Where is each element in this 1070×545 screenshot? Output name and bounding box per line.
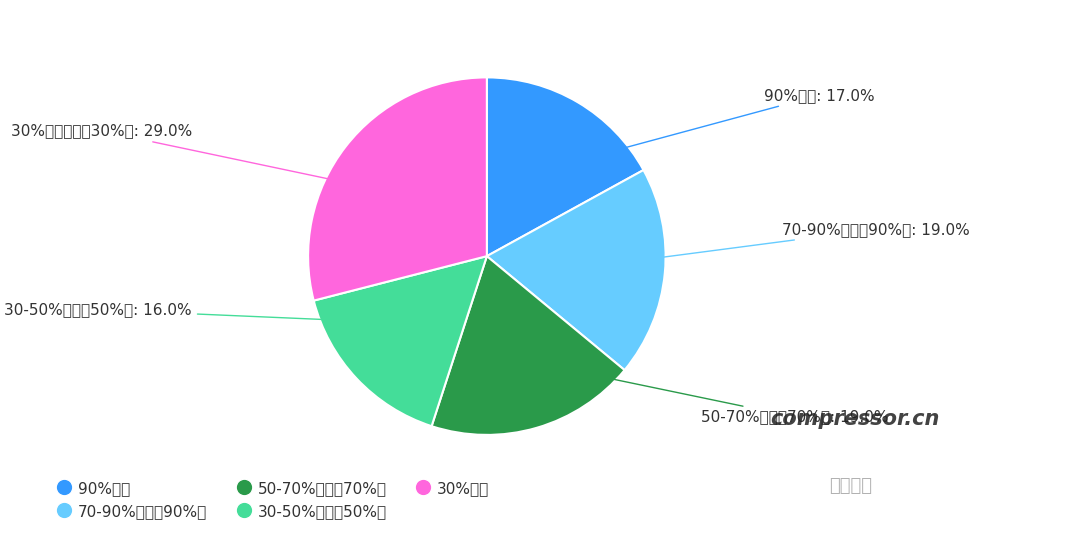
Text: 50-70%（不吩70%）: 19.0%: 50-70%（不吩70%）: 19.0% [520, 360, 889, 425]
Wedge shape [314, 256, 487, 426]
Text: 30%以下（不吩30%）: 29.0%: 30%以下（不吩30%）: 29.0% [11, 124, 407, 195]
Text: compressor.cn: compressor.cn [770, 409, 939, 429]
Text: 70-90%（不吩90%）: 19.0%: 70-90%（不吩90%）: 19.0% [596, 222, 969, 266]
Text: 压缩机网: 压缩机网 [829, 476, 872, 494]
Text: 90%以上: 17.0%: 90%以上: 17.0% [539, 88, 874, 171]
Wedge shape [431, 256, 625, 435]
Wedge shape [487, 170, 666, 370]
Legend: 90%以上, 70-90%（不吩90%）, 50-70%（不吩70%）, 30-50%（不吩50%）, 30%以下: 90%以上, 70-90%（不吩90%）, 50-70%（不吩70%）, 30-… [50, 474, 498, 526]
Wedge shape [487, 77, 643, 256]
Wedge shape [308, 77, 487, 301]
Text: 30-50%（不吩50%）: 16.0%: 30-50%（不吩50%）: 16.0% [4, 302, 412, 323]
